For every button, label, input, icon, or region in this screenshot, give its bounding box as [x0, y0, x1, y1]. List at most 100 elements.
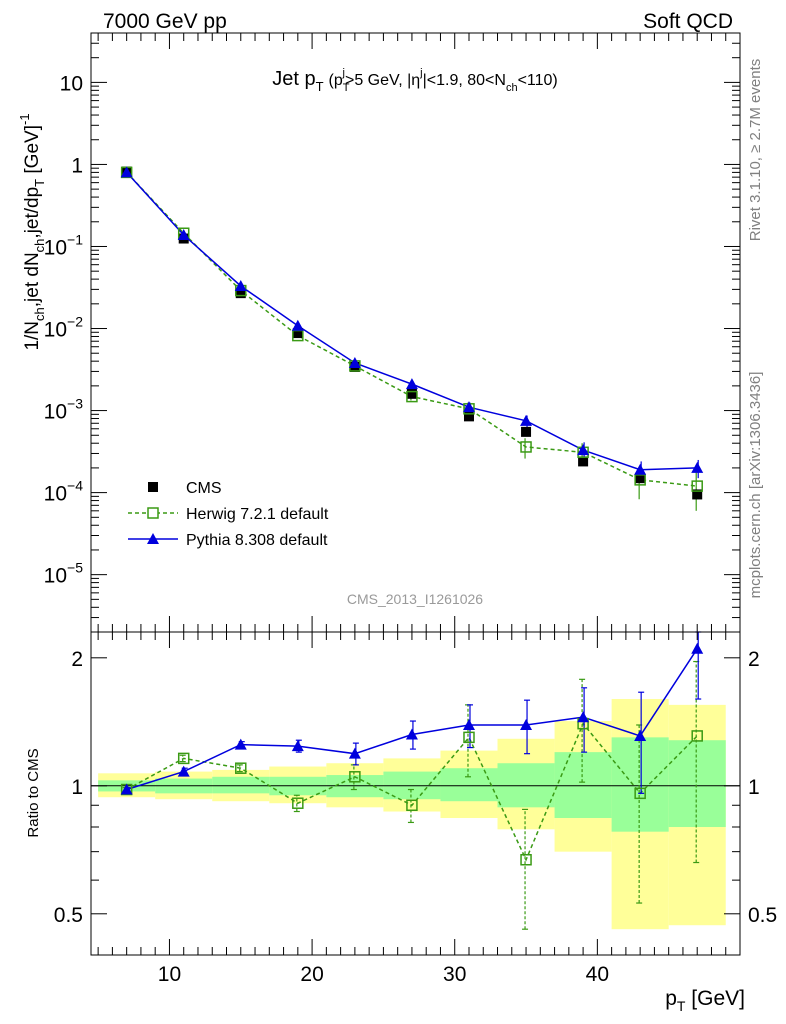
analysis-watermark: CMS_2013_I1261026: [347, 591, 483, 607]
ratio-herwig-point: [349, 771, 361, 783]
x-tick-label: 30: [443, 963, 466, 986]
legend-label-cms: CMS: [186, 480, 222, 497]
ratio-panel-frame: [90, 631, 741, 956]
ratio-herwig-point: [235, 762, 247, 774]
pythia-line: [126, 171, 698, 471]
main-y-tick-label: 10: [60, 72, 83, 95]
x-axis-label: pT [GeV]: [665, 987, 745, 1014]
ratio-pythia-point: [634, 729, 647, 741]
main-y-tick-label: 10−5: [44, 560, 84, 588]
main-y-tick-label: 10−1: [44, 231, 84, 259]
title-p-sup: j: [342, 67, 345, 79]
main-plot-area: [120, 166, 704, 511]
uncertainty-band-inner: [440, 768, 498, 802]
title-mid: >5 GeV, |η: [345, 72, 420, 89]
pythia-point: [691, 461, 704, 473]
cms-point: [692, 489, 703, 500]
title-end: <110): [518, 72, 558, 89]
ratio-pythia-point: [348, 747, 361, 759]
pythia-point: [520, 414, 533, 426]
pythia-point: [234, 279, 247, 291]
x-tick-label: 20: [300, 963, 323, 986]
legend-marker-cms: [148, 482, 158, 492]
title-p: (p: [329, 72, 343, 89]
pythia-point: [348, 357, 361, 369]
ratio-y-tick-label: 0.5: [54, 904, 83, 927]
ratio-pythia-point: [520, 718, 533, 730]
ratio-y-tick-label: 2: [71, 648, 83, 671]
legend-label-pythia: Pythia 8.308 default: [186, 532, 328, 549]
herwig-point: [406, 390, 418, 403]
main-y-tick-label: 10−3: [44, 396, 84, 424]
cms-point: [578, 456, 589, 467]
title-p-sub: T: [343, 82, 350, 94]
main-y-tick-label: 10−4: [44, 478, 84, 506]
ratio-pythia-point: [234, 738, 247, 750]
cms-point: [292, 328, 303, 339]
ratio-pythia-point: [291, 740, 304, 752]
uncertainty-band-inner: [668, 740, 726, 828]
ratio-y-tick-label-right: 2: [748, 648, 760, 671]
main-y-tick-label: 10−2: [44, 314, 84, 342]
ratio-pythia-point: [177, 765, 190, 777]
ratio-y-tick-label: 1: [71, 776, 83, 799]
herwig-point: [634, 474, 646, 486]
ratio-y-axis: 0.5 0.5 1 1 2 2: [54, 648, 777, 956]
pythia-point: [120, 166, 133, 178]
main-y-axis-label: 1/Nch,jet dNch,jet/dpT [GeV]-1: [17, 113, 47, 350]
uncertainty-band-inner: [497, 763, 555, 808]
ratio-pythia-point: [405, 728, 418, 740]
title-eta-sup: j: [419, 67, 422, 79]
ratio-herwig-line: [126, 722, 698, 862]
legend-entry-pythia: Pythia 8.308 default: [128, 532, 328, 549]
herwig-point: [691, 480, 703, 492]
title-main-sub: T: [316, 79, 324, 94]
legend-entry-cms: CMS: [148, 480, 222, 497]
pythia-point: [291, 319, 304, 331]
ratio-y-tick-label-right: 0.5: [748, 904, 777, 927]
ratio-herwig-point: [177, 752, 190, 765]
cms-point: [521, 426, 532, 437]
ratio-y-tick-label-right: 1: [748, 776, 760, 799]
ratio-x-axis: 10 20 30 40: [97, 632, 727, 986]
uncertainty-band-inner: [554, 752, 612, 818]
ratio-plot-area: [91, 631, 740, 930]
title-rest: |<1.9, 80<N: [423, 72, 506, 89]
herwig-point: [520, 441, 532, 453]
header-category: Soft QCD: [643, 10, 733, 33]
mcplots-label: mcplots.cern.ch [arXiv:1306.3436]: [747, 372, 764, 599]
ratio-herwig-point: [691, 730, 703, 742]
plot-title: Jet pT (pTj>5 GeV, |ηj|<1.9, 80<Nch<110): [272, 67, 558, 94]
uncertainty-band-inner: [611, 737, 669, 832]
herwig-line: [126, 171, 698, 487]
cms-point: [406, 388, 417, 399]
main-x-axis: [97, 33, 727, 632]
pythia-point: [634, 463, 647, 475]
x-tick-label: 40: [586, 963, 609, 986]
ratio-pythia-point: [577, 711, 590, 723]
ratio-pythia-point: [462, 718, 475, 730]
legend-marker-herwig: [147, 507, 159, 519]
legend-label-herwig: Herwig 7.2.1 default: [186, 506, 329, 523]
main-y-axis: 10−5 10−4 10−3 10−2 10−1 1 10: [44, 32, 740, 633]
ratio-herwig-point: [463, 731, 475, 744]
ratio-panel: 0.5 0.5 1 1 2 2 10 20 30 40 Ratio to CMS pT [GeV…: [25, 631, 777, 1014]
ratio-herwig-point: [634, 787, 646, 800]
cms-point: [235, 288, 246, 299]
ratio-herwig-point: [520, 854, 532, 866]
pythia-point: [405, 378, 418, 390]
rivet-label: Rivet 3.1.10, ≥ 2.7M events: [747, 59, 764, 242]
ratio-y-axis-label: Ratio to CMS: [25, 748, 42, 837]
uncertainty-band-inner: [212, 776, 270, 794]
ratio-herwig-point: [292, 797, 304, 809]
title-main: Jet p: [272, 68, 315, 90]
legend-marker-pythia: [147, 533, 159, 544]
legend: CMS Herwig 7.2.1 default Pythia 8.308 de…: [128, 480, 329, 549]
pythia-point: [577, 444, 590, 456]
ratio-pythia-point: [120, 783, 133, 795]
title-n-sub: ch: [506, 82, 518, 94]
pythia-point: [462, 401, 475, 413]
pythia-point: [177, 229, 190, 241]
